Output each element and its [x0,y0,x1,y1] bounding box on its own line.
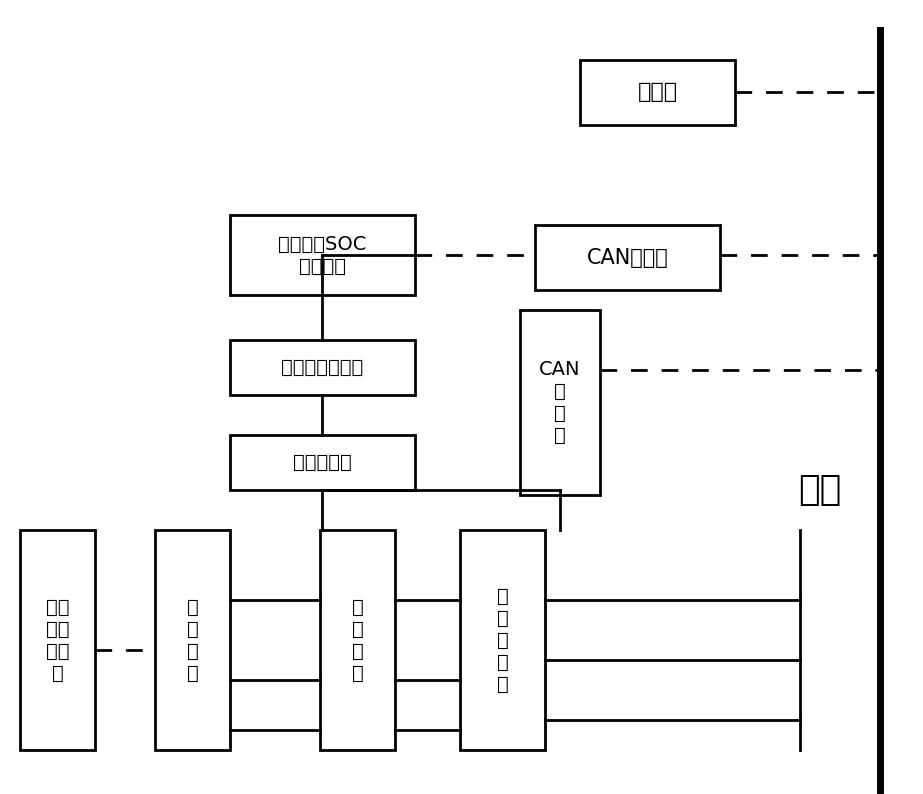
Text: 电网: 电网 [798,473,842,507]
Text: CAN收发器: CAN收发器 [587,248,668,268]
Text: 充
电
系
统: 充 电 系 统 [186,598,198,683]
Bar [230,435,415,490]
Text: 工况机: 工况机 [638,83,677,102]
Bar [230,215,415,295]
Text: 充控
电制
器系
统: 充控 电制 器系 统 [46,598,69,683]
Text: 蓄
电
池
组: 蓄 电 池 组 [352,598,364,683]
Text: CAN
收
发
器: CAN 收 发 器 [539,360,581,445]
Bar [580,60,735,125]
Bar [230,340,415,395]
Bar [460,530,545,750]
Text: 电
池
摸
拟
器: 电 池 摸 拟 器 [497,587,509,693]
Text: 电荷积累SOC
估值模块: 电荷积累SOC 估值模块 [279,234,366,276]
Bar [520,310,600,495]
Text: 霍尔电流传感器: 霍尔电流传感器 [282,358,364,377]
Bar [155,530,230,750]
Text: 温度传感器: 温度传感器 [294,453,352,472]
Bar [535,225,720,290]
Bar [320,530,395,750]
Bar [20,530,95,750]
